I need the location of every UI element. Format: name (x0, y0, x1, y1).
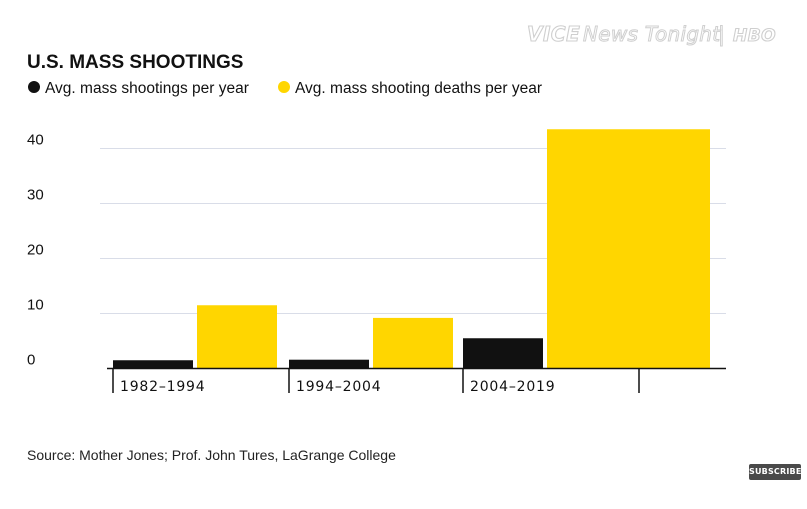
bar-deaths-2 (373, 317, 453, 369)
legend-label-deaths: Avg. mass shooting deaths per year (295, 80, 542, 97)
legend-marker-shootings (28, 81, 40, 93)
bar-shootings-2 (289, 359, 369, 369)
source-note: Source: Mother Jones; Prof. John Tures, … (27, 447, 396, 463)
watermark-brand: VICE (527, 22, 580, 46)
x-axis (107, 367, 726, 393)
bar-shootings-3 (463, 338, 543, 369)
watermark-show: News Tonight (583, 22, 721, 46)
bar-shootings-1 (113, 360, 193, 369)
legend: Avg. mass shootings per year Avg. mass s… (28, 80, 542, 97)
y-tick-labels: 0 10 20 30 40 (27, 132, 44, 369)
bar-deaths-3 (547, 129, 710, 369)
watermark-separator: | (718, 22, 725, 46)
chart-title: U.S. MASS SHOOTINGS (27, 52, 243, 73)
x-tick-label-2: 1994–2004 (296, 379, 381, 395)
subscribe-button[interactable]: SUBSCRIBE (749, 464, 801, 480)
legend-marker-deaths (278, 81, 290, 93)
watermark: VICE News Tonight | HBO (526, 21, 776, 46)
x-tick-label-3: 2004–2019 (470, 379, 555, 395)
y-tick-label-40: 40 (27, 132, 44, 149)
y-tick-label-10: 10 (27, 297, 44, 314)
legend-label-shootings: Avg. mass shootings per year (45, 80, 249, 97)
x-tick-labels: 1982–1994 1994–2004 2004–2019 (120, 379, 555, 395)
y-tick-label-30: 30 (27, 187, 44, 204)
y-tick-label-0: 0 (27, 352, 35, 369)
bars (113, 129, 710, 369)
x-tick-label-1: 1982–1994 (120, 379, 205, 395)
y-tick-label-20: 20 (27, 242, 44, 259)
watermark-network: HBO (733, 26, 776, 46)
bar-deaths-1 (197, 305, 277, 369)
